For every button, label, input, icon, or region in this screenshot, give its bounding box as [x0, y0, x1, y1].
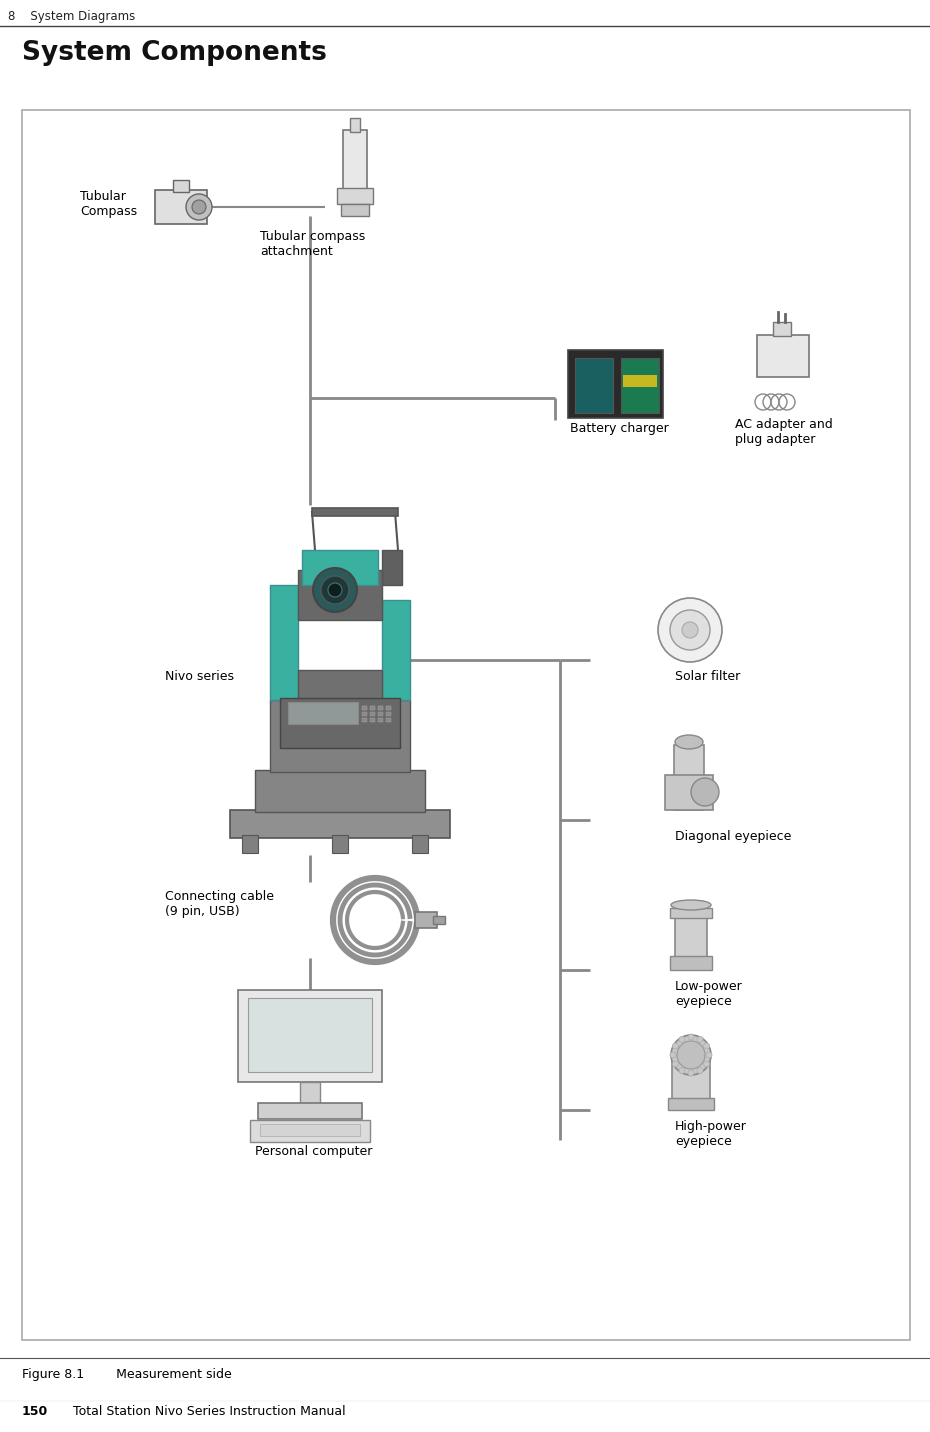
Bar	[362, 706, 367, 710]
Text: Diagonal eyepiece: Diagonal eyepiece	[675, 831, 791, 843]
Circle shape	[671, 1035, 711, 1075]
Text: System Components: System Components	[22, 40, 326, 66]
Bar	[22, 110, 910, 1340]
Bar	[270, 586, 298, 700]
Bar	[298, 670, 382, 702]
Bar	[386, 706, 391, 710]
Bar	[621, 358, 659, 412]
Ellipse shape	[675, 735, 703, 749]
Circle shape	[192, 200, 206, 213]
Circle shape	[688, 1034, 694, 1040]
Bar	[362, 717, 367, 722]
Bar	[255, 770, 425, 812]
Bar	[378, 717, 383, 722]
Circle shape	[679, 1037, 685, 1042]
Text: Total Station Nivo Series Instruction Manual: Total Station Nivo Series Instruction Ma…	[57, 1405, 346, 1418]
Bar	[757, 335, 809, 377]
Bar	[672, 1058, 710, 1100]
Bar	[332, 835, 348, 853]
Bar	[386, 712, 391, 716]
Bar	[575, 358, 613, 412]
Text: Personal computer: Personal computer	[255, 1146, 372, 1158]
Bar	[312, 508, 398, 516]
Text: Solar filter: Solar filter	[675, 670, 740, 683]
Text: 150: 150	[22, 1405, 48, 1418]
Bar	[173, 180, 189, 192]
Circle shape	[186, 193, 212, 221]
Bar	[302, 550, 378, 586]
Circle shape	[328, 583, 342, 597]
Bar	[155, 190, 207, 223]
Text: Figure 8.1        Measurement side: Figure 8.1 Measurement side	[22, 1368, 232, 1380]
Circle shape	[697, 1037, 703, 1042]
Bar	[370, 712, 375, 716]
Bar	[300, 1083, 320, 1104]
Bar	[370, 706, 375, 710]
Bar	[415, 912, 437, 928]
Bar	[670, 908, 712, 918]
Bar	[362, 712, 367, 716]
Bar	[258, 1103, 362, 1118]
Bar	[378, 712, 383, 716]
Circle shape	[688, 1070, 694, 1075]
Bar	[568, 349, 663, 418]
Text: Battery charger: Battery charger	[570, 422, 669, 435]
Circle shape	[670, 1053, 676, 1058]
Text: Tubular
Compass: Tubular Compass	[80, 190, 137, 218]
Bar	[343, 130, 367, 190]
Bar	[270, 700, 410, 772]
Bar	[298, 570, 382, 620]
Circle shape	[658, 599, 722, 662]
Bar	[674, 745, 704, 811]
Circle shape	[682, 621, 698, 639]
Circle shape	[313, 569, 357, 611]
Circle shape	[321, 576, 349, 604]
Text: 8    System Diagrams: 8 System Diagrams	[8, 10, 135, 23]
Circle shape	[679, 1068, 685, 1074]
Circle shape	[704, 1042, 710, 1050]
Bar	[773, 322, 791, 337]
Bar	[675, 915, 707, 959]
Bar	[350, 117, 360, 132]
Circle shape	[704, 1061, 710, 1067]
Bar	[280, 697, 400, 748]
Bar	[668, 1098, 714, 1110]
Circle shape	[677, 1041, 705, 1070]
Bar	[242, 835, 258, 853]
Circle shape	[691, 778, 719, 806]
Bar	[288, 702, 358, 725]
Ellipse shape	[671, 899, 711, 909]
Bar	[238, 990, 382, 1083]
Bar	[341, 203, 369, 216]
Text: Connecting cable
(9 pin, USB): Connecting cable (9 pin, USB)	[165, 891, 274, 918]
Circle shape	[670, 610, 710, 650]
Bar	[337, 188, 373, 203]
Bar	[412, 835, 428, 853]
Text: AC adapter and
plug adapter: AC adapter and plug adapter	[735, 418, 832, 445]
Bar	[665, 775, 713, 811]
Text: Nivo series: Nivo series	[165, 670, 234, 683]
Circle shape	[672, 1061, 678, 1067]
Bar	[382, 550, 402, 586]
Bar	[250, 1120, 370, 1141]
Bar	[370, 717, 375, 722]
Circle shape	[697, 1068, 703, 1074]
Bar	[382, 600, 410, 700]
Bar	[378, 706, 383, 710]
Bar	[386, 717, 391, 722]
Bar	[230, 811, 450, 838]
Circle shape	[672, 1042, 678, 1050]
Bar	[260, 1124, 360, 1136]
Bar	[670, 957, 712, 969]
Bar	[433, 916, 445, 924]
Bar	[248, 998, 372, 1073]
Text: Low-power
eyepiece: Low-power eyepiece	[675, 979, 743, 1008]
Circle shape	[706, 1053, 712, 1058]
Text: High-power
eyepiece: High-power eyepiece	[675, 1120, 747, 1148]
Text: Tubular compass
attachment: Tubular compass attachment	[260, 231, 365, 258]
Bar	[623, 375, 657, 387]
